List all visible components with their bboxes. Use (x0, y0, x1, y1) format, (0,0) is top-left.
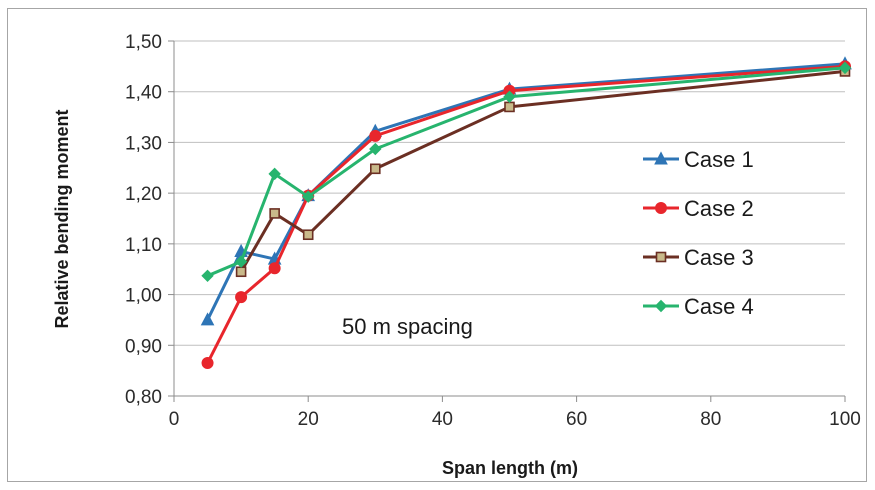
y-tick-label: 1,20 (125, 184, 162, 205)
legend: Case 1 Case 2 Case 3 Case 4 (643, 147, 754, 319)
legend-label: Case 4 (684, 294, 754, 319)
series-lines (200, 56, 852, 370)
data-point (503, 90, 516, 103)
data-point (268, 262, 281, 275)
legend-label: Case 2 (684, 196, 754, 221)
series-line (239, 69, 846, 273)
y-tick-label: 1,10 (125, 235, 162, 256)
data-point (200, 312, 215, 326)
data-point (369, 142, 382, 156)
x-tick-label: 80 (700, 409, 721, 430)
legend-item: Case 4 (643, 294, 754, 319)
chart-annotation: 50 m spacing (342, 314, 473, 339)
data-point (201, 357, 214, 370)
y-tick-label: 0,90 (125, 336, 162, 357)
x-tick-label: 60 (566, 409, 587, 430)
x-tick-label: 100 (829, 409, 861, 430)
axes: 0,80 0,90 1,00 1,10 1,20 1,30 1,40 1,50 0 20 40 60 8… (125, 32, 861, 430)
y-tick-label: 1,00 (125, 286, 162, 307)
y-tick-label: 0,80 (125, 387, 162, 408)
data-point (302, 229, 314, 241)
legend-item: Case 1 (643, 147, 754, 172)
legend-marker (655, 251, 667, 263)
legend-item: Case 3 (643, 245, 754, 270)
x-axis-title: Span length (m) (442, 458, 578, 478)
y-axis-title: Relative bending moment (52, 109, 72, 328)
x-tick-label: 0 (169, 409, 180, 430)
data-point (268, 167, 281, 181)
data-point (235, 266, 247, 278)
data-point (269, 208, 280, 219)
data-point (301, 190, 315, 203)
legend-marker (654, 151, 668, 165)
y-tick-label: 1,30 (125, 133, 162, 154)
x-tick-label: 40 (432, 409, 453, 430)
data-point (369, 163, 381, 175)
y-tick-label: 1,50 (125, 32, 162, 53)
data-point (504, 101, 515, 113)
x-tick-label: 20 (298, 409, 319, 430)
y-tick-label: 1,40 (125, 83, 162, 104)
series-3 (235, 66, 851, 278)
data-point (234, 255, 248, 268)
legend-label: Case 1 (684, 147, 754, 172)
data-point (838, 61, 852, 75)
legend-item: Case 2 (643, 196, 754, 221)
data-point (369, 129, 382, 142)
legend-label: Case 3 (684, 245, 754, 270)
chart-frame (7, 8, 867, 482)
data-point (235, 291, 248, 304)
legend-marker (655, 202, 667, 214)
data-point (201, 269, 214, 283)
series-4 (201, 61, 852, 283)
legend-marker (654, 299, 668, 313)
